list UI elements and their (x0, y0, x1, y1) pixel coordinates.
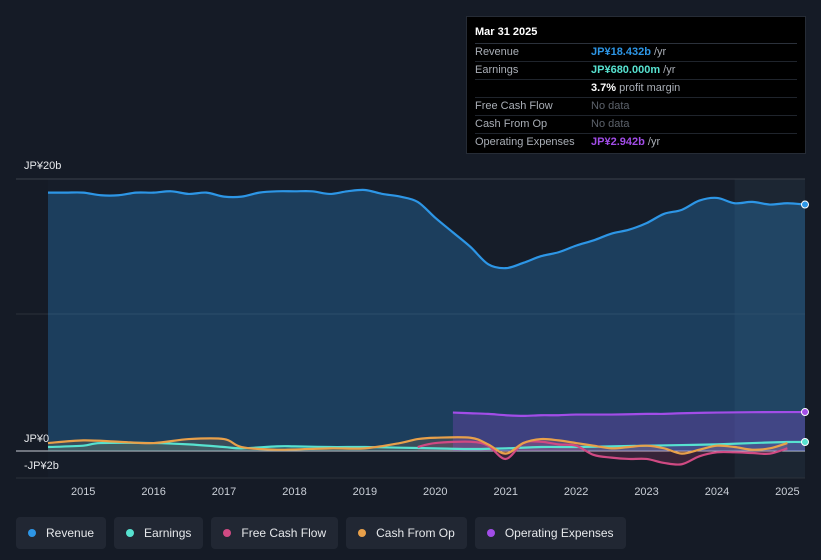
series-areas (48, 189, 805, 465)
revenue-line (48, 188, 806, 270)
revenue-point (801, 200, 809, 209)
revenue-area (48, 189, 805, 451)
free-cash-flow-line (417, 440, 788, 466)
legend-item-cash-from-op[interactable]: Cash From Op (346, 517, 467, 549)
x-tick-label: 2019 (353, 486, 377, 498)
tooltip-row-value: No data (591, 116, 630, 133)
cash-from-op-line (47, 436, 788, 455)
x-tick-label: 2018 (282, 486, 306, 498)
x-tick-label: 2017 (212, 486, 236, 498)
data-tooltip: Mar 31 2025 Revenue JP¥18.432b /yr Earning… (466, 16, 806, 154)
y-tick-label-bottom: -JP¥2b (24, 460, 59, 472)
tooltip-row: Earnings JP¥680.000m /yr (475, 62, 797, 80)
tooltip-row-value: JP¥18.432b /yr (591, 44, 666, 61)
legend-label: Cash From Op (376, 526, 455, 540)
tooltip-value-unit: profit margin (616, 82, 681, 94)
legend-dot-icon (28, 529, 36, 537)
series-lines (47, 188, 809, 466)
tooltip-date: Mar 31 2025 (475, 25, 797, 44)
x-axis-ticks: 2015 2016 2017 2018 2019 2020 2021 2022 2023 2024… (71, 486, 800, 498)
legend-dot-icon (358, 529, 367, 537)
tooltip-row-value: No data (591, 98, 630, 115)
legend-label: Earnings (144, 526, 192, 540)
earnings-line (47, 440, 806, 451)
tooltip-value-number: JP¥2.942b (591, 136, 645, 148)
legend-item-free-cash-flow[interactable]: Free Cash Flow (211, 517, 339, 549)
tooltip-row-label: Free Cash Flow (475, 100, 553, 112)
tooltip-row-label: Revenue (475, 46, 520, 58)
tooltip-row-value: JP¥2.942b /yr (591, 134, 660, 151)
tooltip-row-value: JP¥680.000m /yr (591, 62, 675, 79)
earnings-point (801, 437, 809, 446)
tooltip-value-number: No data (591, 100, 630, 112)
legend-label: Revenue (46, 526, 95, 540)
forecast-region (734, 179, 805, 478)
legend-dot-icon (486, 529, 495, 537)
tooltip-value-number: JP¥680.000m (591, 64, 661, 76)
tooltip-value-number: JP¥18.432b (591, 46, 651, 58)
tooltip-row: Operating Expenses JP¥2.942b /yr (475, 134, 797, 151)
tooltip-row-value: 3.7% profit margin (591, 80, 680, 97)
legend-item-operating-expenses[interactable]: Operating Expenses (474, 517, 626, 549)
tooltip-value-unit: /yr (644, 136, 661, 148)
x-tick-label: 2022 (564, 486, 588, 498)
x-tick-label: 2015 (71, 486, 95, 498)
tooltip-value-unit: /yr (650, 46, 667, 58)
tooltip-row-label: Cash From Op (475, 118, 548, 130)
chart-grid (16, 178, 805, 479)
tooltip-row-label (475, 80, 591, 97)
legend-item-earnings[interactable]: Earnings (114, 517, 204, 549)
x-tick-label: 2023 (634, 486, 658, 498)
cash-from-op-area (48, 437, 788, 454)
operating-expenses-line (452, 410, 806, 417)
x-tick-label: 2020 (423, 486, 447, 498)
x-tick-label: 2016 (141, 486, 165, 498)
x-tick-label: 2021 (493, 486, 517, 498)
tooltip-row: Cash From Op No data (475, 116, 797, 134)
tooltip-value-unit: /yr (660, 64, 676, 76)
x-tick-label: 2025 (775, 486, 799, 498)
chart-legend: Revenue Earnings Free Cash Flow Cash From O… (16, 517, 626, 549)
free-cash-flow-area (417, 441, 788, 465)
tooltip-value-number: No data (591, 118, 630, 130)
tooltip-row-label: Earnings (475, 64, 519, 76)
legend-dot-icon (223, 529, 232, 537)
tooltip-row: 3.7% profit margin (475, 80, 797, 98)
plot-background (48, 179, 805, 478)
tooltip-row: Revenue JP¥18.432b /yr (475, 44, 797, 62)
x-tick-label: 2024 (705, 486, 729, 498)
legend-item-revenue[interactable]: Revenue (16, 517, 107, 549)
operating-expenses-point (801, 408, 809, 417)
tooltip-rows: Revenue JP¥18.432b /yr Earnings JP¥680.000m… (475, 44, 797, 151)
tooltip-value-number: 3.7% (591, 82, 617, 94)
tooltip-row-label: Operating Expenses (475, 136, 575, 148)
tooltip-row: Free Cash Flow No data (475, 98, 797, 116)
y-tick-label-top: JP¥20b (24, 160, 62, 172)
legend-label: Free Cash Flow (241, 526, 327, 540)
legend-dot-icon (126, 529, 135, 537)
legend-label: Operating Expenses (504, 526, 614, 540)
y-tick-label-zero: JP¥0 (24, 433, 50, 445)
